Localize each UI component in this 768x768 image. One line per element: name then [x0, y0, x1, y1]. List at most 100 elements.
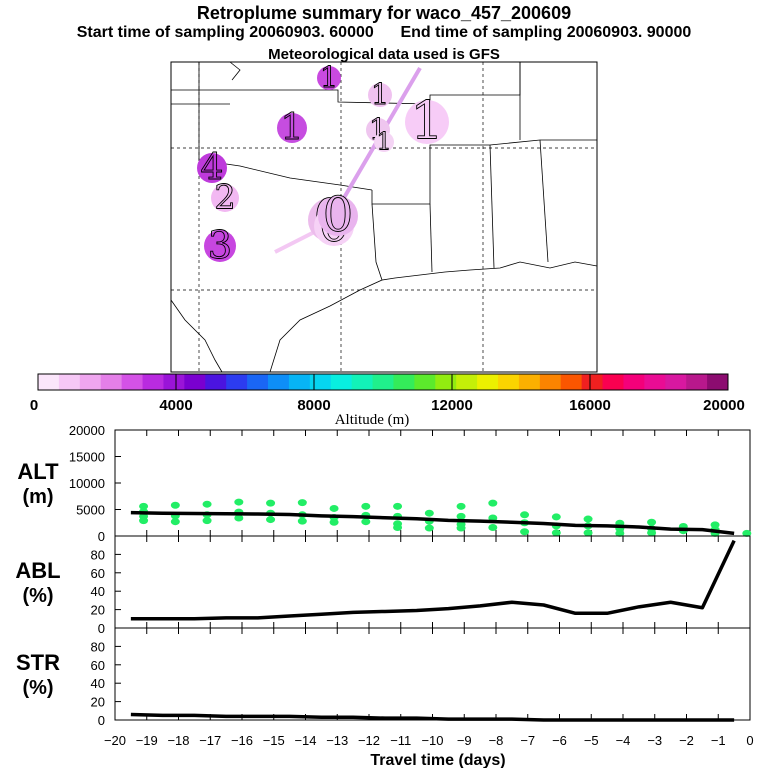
data-point [424, 524, 434, 532]
colorbar-tick-label: 12000 [431, 397, 473, 414]
map-marker: 1 [374, 127, 394, 156]
colorbar-cell [477, 374, 499, 390]
series-line [130, 510, 735, 536]
y-tick-label: 5000 [76, 503, 105, 518]
data-point [647, 518, 657, 526]
map-marker-dot [204, 230, 236, 262]
data-point [139, 517, 149, 525]
panel-frame [114, 535, 751, 629]
y-tick-label: 40 [91, 676, 105, 691]
data-point [266, 499, 276, 507]
map-marker-dot [368, 83, 392, 107]
data-point [393, 502, 403, 510]
colorbar-cell [247, 374, 269, 390]
x-tick-label: −13 [326, 733, 348, 748]
map-marker-label: 1 [410, 91, 444, 152]
data-point [361, 502, 371, 510]
colorbar-cell [309, 374, 332, 390]
x-tick-label: 0 [746, 733, 753, 748]
map-panel: 111111423000 [170, 60, 598, 373]
map-marker: 4 [197, 147, 227, 189]
colorbar-cell [100, 374, 123, 390]
map-marker-label: 2 [214, 178, 235, 217]
colorbar-cell [142, 374, 164, 390]
colorbar-cell [121, 374, 144, 390]
colorbar-cell [686, 374, 708, 390]
colorbar-cell [707, 374, 729, 390]
map-marker-dot [211, 184, 239, 212]
x-axis-label: Travel time (days) [370, 752, 505, 768]
colorbar-axis-label: Altitude (m) [335, 412, 410, 428]
x-tick-label: −16 [231, 733, 253, 748]
map-marker-label: 3 [208, 223, 232, 268]
data-point [329, 518, 339, 526]
data-point [329, 504, 339, 512]
data-point [488, 514, 498, 522]
colorbar-cell [539, 374, 562, 390]
colorbar-cell [226, 374, 248, 390]
colorbar-cell [414, 374, 436, 390]
map-marker: 0 [318, 187, 358, 243]
x-tick-label: −1 [711, 733, 726, 748]
data-point [170, 518, 180, 526]
colorbar-cell [330, 374, 353, 390]
y-tick-label: 10000 [69, 476, 105, 491]
colorbar-cell [393, 374, 415, 390]
met-data-label: Meteorological data used is GFS [268, 46, 500, 63]
map-marker: 1 [317, 60, 341, 94]
map-marker-label: 1 [320, 60, 338, 94]
colorbar-cell [184, 374, 206, 390]
panel-abl: 0 20 40 60 80 ABL(%) [15, 535, 751, 636]
y-tick-label: 80 [91, 547, 105, 562]
y-tick-label: 40 [91, 584, 105, 599]
colorbar-cell [665, 374, 687, 390]
x-tick-label: −11 [390, 733, 411, 748]
colorbar-tick-label: 16000 [569, 397, 611, 414]
data-point [742, 529, 752, 537]
colorbar-cell [205, 374, 227, 390]
data-point [202, 517, 212, 525]
map-marker-dot [277, 113, 307, 143]
y-axis-label: ABL [15, 558, 60, 583]
map-marker-label: 4 [201, 147, 224, 188]
x-tick-label: −4 [616, 733, 631, 748]
chart-title: Retroplume summary for waco_457_200609 [196, 3, 572, 23]
map-marker-dot [374, 132, 394, 152]
data-point [456, 524, 466, 532]
data-point [456, 502, 466, 510]
data-point [202, 500, 212, 508]
colorbar-ticks: 0 4000 8000 12000 16000 20000 [30, 374, 745, 414]
y-tick-label: 0 [98, 713, 105, 728]
data-point [647, 529, 657, 537]
colorbar-cell [163, 374, 185, 390]
x-tick-label: −5 [584, 733, 599, 748]
y-tick-label: 60 [91, 566, 105, 581]
colorbar-cell [351, 374, 374, 390]
colorbar-cell [268, 374, 290, 390]
x-tick-label: −18 [167, 733, 189, 748]
x-tick-label: −15 [263, 733, 285, 748]
data-point [139, 502, 149, 510]
data-point [170, 501, 180, 509]
colorbar-cell [581, 374, 604, 390]
x-tick-label: −7 [520, 733, 535, 748]
colorbar-cell [288, 374, 311, 390]
colorbar-cell [435, 374, 457, 390]
map-markers: 111111423000 [197, 60, 449, 268]
series-line [130, 712, 735, 722]
x-tick-label: −8 [489, 733, 504, 748]
data-point [551, 513, 561, 521]
colorbar-cell [372, 374, 394, 390]
colorbar-cell [602, 374, 624, 390]
map-frame [170, 61, 598, 373]
colorbar-cells [38, 374, 729, 390]
y-tick-label: 20 [91, 695, 105, 710]
data-point [393, 524, 403, 532]
map-marker: 2 [211, 177, 239, 217]
data-point [520, 528, 530, 536]
map-marker: 3 [204, 223, 236, 268]
colorbar-tick-label: 0 [30, 397, 38, 414]
x-tick-label: −19 [136, 733, 158, 748]
x-tick-label: −20 [104, 733, 126, 748]
